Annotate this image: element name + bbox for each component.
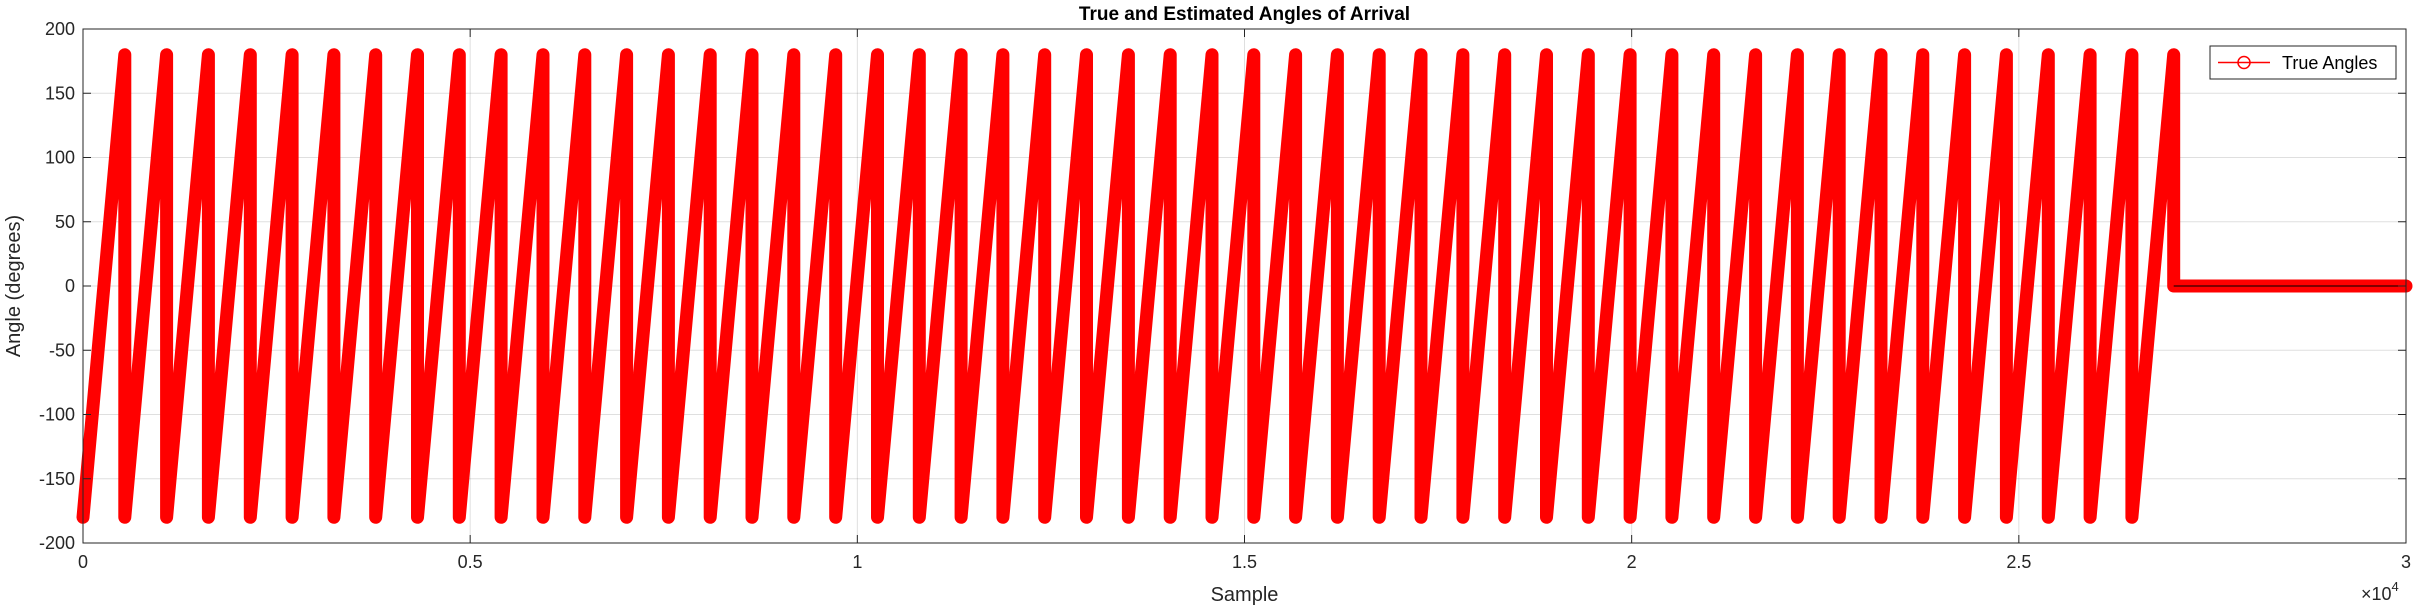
x-exponent-power: 4 (2392, 579, 2399, 594)
x-tick-label: 0.5 (458, 552, 483, 572)
chart-title: True and Estimated Angles of Arrival (1079, 4, 1410, 25)
legend-label: True Angles (2282, 53, 2377, 73)
legend-marker-sample (2237, 55, 2251, 70)
x-tick-label: 3 (2401, 552, 2411, 572)
y-tick-label: 200 (45, 19, 75, 39)
x-tick-label: 1 (852, 552, 862, 572)
x-axis-label: Sample (1211, 584, 1279, 606)
y-tick-label: -50 (49, 340, 75, 360)
y-axis-label: Angle (degrees) (3, 215, 25, 357)
y-tick-label: -150 (39, 469, 75, 489)
y-tick-label: 150 (45, 83, 75, 103)
x-exponent-label: ×104 (2361, 579, 2399, 604)
x-tick-label: 0 (78, 552, 88, 572)
y-tick-label: 0 (65, 276, 75, 296)
x-tick-label: 2.5 (2006, 552, 2031, 572)
tick-layer: 0 0.5 1 1.5 2 2.5 3 -200 -150 -100 -50 0 50 100 150 200 (39, 19, 2411, 572)
x-tick-label: 2 (1627, 552, 1637, 572)
y-tick-label: 100 (45, 148, 75, 168)
series-layer (76, 48, 2413, 524)
legend: True Angles (2209, 45, 2397, 80)
y-tick-label: -100 (39, 405, 75, 425)
series-line-true-angles (82, 54, 2406, 518)
y-tick-label: 50 (55, 212, 75, 232)
y-tick-label: -200 (39, 533, 75, 553)
x-tick-label: 1.5 (1232, 552, 1257, 572)
